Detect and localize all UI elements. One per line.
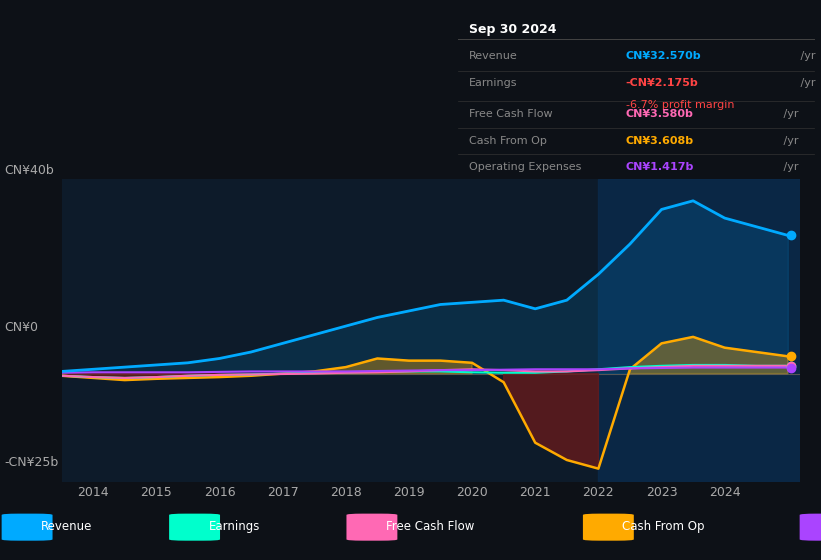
Text: CN¥3.580b: CN¥3.580b bbox=[626, 110, 694, 119]
Text: CN¥1.417b: CN¥1.417b bbox=[626, 161, 694, 171]
Text: CN¥0: CN¥0 bbox=[4, 321, 38, 334]
Text: CN¥3.608b: CN¥3.608b bbox=[626, 136, 694, 146]
Bar bbox=[599, 179, 800, 482]
Text: Earnings: Earnings bbox=[469, 78, 517, 88]
Text: /yr: /yr bbox=[779, 136, 798, 146]
Text: /yr: /yr bbox=[779, 110, 798, 119]
Text: Earnings: Earnings bbox=[209, 520, 260, 533]
Text: -6.7% profit margin: -6.7% profit margin bbox=[626, 100, 734, 110]
Text: Cash From Op: Cash From Op bbox=[469, 136, 547, 146]
FancyBboxPatch shape bbox=[800, 514, 821, 541]
FancyBboxPatch shape bbox=[2, 514, 53, 541]
Text: -CN¥25b: -CN¥25b bbox=[4, 455, 58, 469]
Text: Sep 30 2024: Sep 30 2024 bbox=[469, 23, 557, 36]
Text: Operating Expenses: Operating Expenses bbox=[469, 161, 581, 171]
Text: CN¥32.570b: CN¥32.570b bbox=[626, 51, 701, 61]
Text: /yr: /yr bbox=[796, 78, 815, 88]
Text: /yr: /yr bbox=[796, 51, 815, 61]
Text: CN¥40b: CN¥40b bbox=[4, 164, 54, 178]
FancyBboxPatch shape bbox=[169, 514, 220, 541]
Text: Free Cash Flow: Free Cash Flow bbox=[386, 520, 475, 533]
Text: Revenue: Revenue bbox=[469, 51, 517, 61]
FancyBboxPatch shape bbox=[346, 514, 397, 541]
Text: -CN¥2.175b: -CN¥2.175b bbox=[626, 78, 699, 88]
Text: /yr: /yr bbox=[779, 161, 798, 171]
Text: Free Cash Flow: Free Cash Flow bbox=[469, 110, 553, 119]
Text: Cash From Op: Cash From Op bbox=[622, 520, 704, 533]
Text: Revenue: Revenue bbox=[41, 520, 93, 533]
FancyBboxPatch shape bbox=[583, 514, 634, 541]
